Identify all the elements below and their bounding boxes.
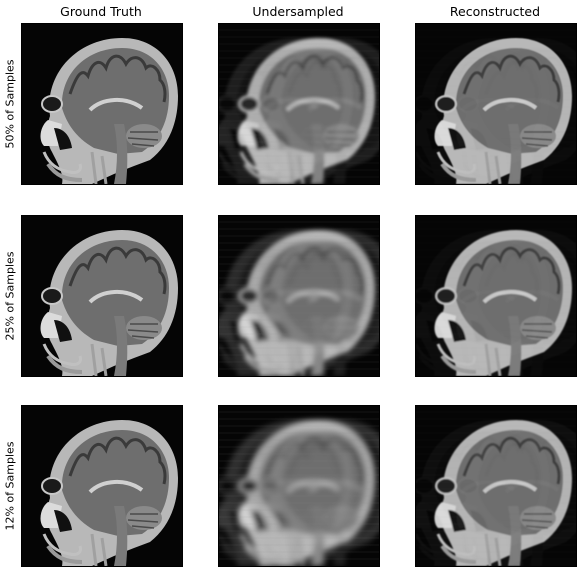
mri-slice-image [22, 406, 182, 566]
panel-r1-undersampled [218, 215, 380, 377]
mri-slice-image [22, 24, 182, 184]
mri-slice-image [416, 216, 576, 376]
panel-r2-undersampled [218, 405, 380, 567]
mri-slice-image [219, 24, 379, 184]
row-label-25: 25% of Samples [3, 251, 17, 341]
mri-slice-image [219, 216, 379, 376]
row-label-12: 12% of Samples [3, 441, 17, 531]
column-title-reconstructed: Reconstructed [449, 4, 541, 19]
panel-r0-ground-truth [21, 23, 183, 185]
panel-r0-undersampled [218, 23, 380, 185]
mri-slice-image [22, 216, 182, 376]
mri-slice-image [416, 406, 576, 566]
panel-r1-ground-truth [21, 215, 183, 377]
panel-r2-ground-truth [21, 405, 183, 567]
column-title-undersampled: Undersampled [252, 4, 344, 19]
row-label-50: 50% of Samples [3, 59, 17, 149]
column-title-ground-truth: Ground Truth [60, 4, 142, 19]
panel-r1-reconstructed [415, 215, 577, 377]
mri-slice-image [416, 24, 576, 184]
panel-r0-reconstructed [415, 23, 577, 185]
panel-r2-reconstructed [415, 405, 577, 567]
mri-slice-image [219, 406, 379, 566]
